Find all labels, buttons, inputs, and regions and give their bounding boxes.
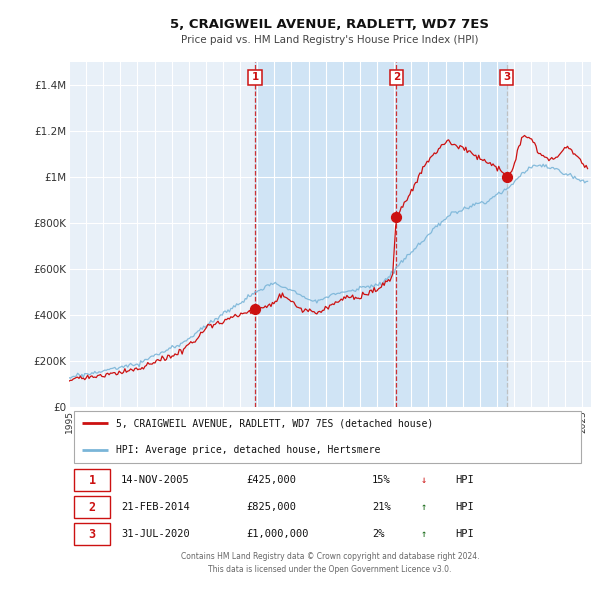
Text: £1,000,000: £1,000,000 (247, 529, 309, 539)
FancyBboxPatch shape (74, 496, 110, 518)
Text: 21-FEB-2014: 21-FEB-2014 (121, 502, 190, 512)
Text: 2%: 2% (372, 529, 384, 539)
Text: 5, CRAIGWEIL AVENUE, RADLETT, WD7 7ES: 5, CRAIGWEIL AVENUE, RADLETT, WD7 7ES (170, 18, 490, 31)
FancyBboxPatch shape (74, 523, 110, 545)
Text: £825,000: £825,000 (247, 502, 296, 512)
Point (392, 212, 401, 222)
Bar (255, 62, 507, 407)
Text: Contains HM Land Registry data © Crown copyright and database right 2024.: Contains HM Land Registry data © Crown c… (181, 552, 479, 560)
Text: 31-JUL-2020: 31-JUL-2020 (121, 529, 190, 539)
Text: Price paid vs. HM Land Registry's House Price Index (HPI): Price paid vs. HM Land Registry's House … (181, 35, 479, 45)
Text: 1: 1 (88, 474, 95, 487)
Text: ↑: ↑ (421, 502, 427, 512)
Text: 2: 2 (88, 500, 95, 513)
Text: This data is licensed under the Open Government Licence v3.0.: This data is licensed under the Open Gov… (208, 565, 452, 575)
Text: 2: 2 (393, 73, 400, 83)
Text: 14-NOV-2005: 14-NOV-2005 (121, 475, 190, 485)
Text: ↓: ↓ (421, 475, 427, 485)
Text: HPI: Average price, detached house, Hertsmere: HPI: Average price, detached house, Hert… (116, 445, 380, 455)
FancyBboxPatch shape (74, 469, 110, 491)
Text: 15%: 15% (372, 475, 391, 485)
Text: HPI: HPI (455, 529, 474, 539)
Text: ↑: ↑ (421, 529, 427, 539)
Text: HPI: HPI (455, 475, 474, 485)
Text: HPI: HPI (455, 502, 474, 512)
Point (502, 172, 512, 182)
FancyBboxPatch shape (74, 411, 581, 463)
Text: 1: 1 (251, 73, 259, 83)
Text: £425,000: £425,000 (247, 475, 296, 485)
Text: 5, CRAIGWEIL AVENUE, RADLETT, WD7 7ES (detached house): 5, CRAIGWEIL AVENUE, RADLETT, WD7 7ES (d… (116, 418, 433, 428)
Text: 21%: 21% (372, 502, 391, 512)
Text: 3: 3 (503, 73, 511, 83)
Point (250, 304, 260, 314)
Text: 3: 3 (88, 527, 95, 540)
